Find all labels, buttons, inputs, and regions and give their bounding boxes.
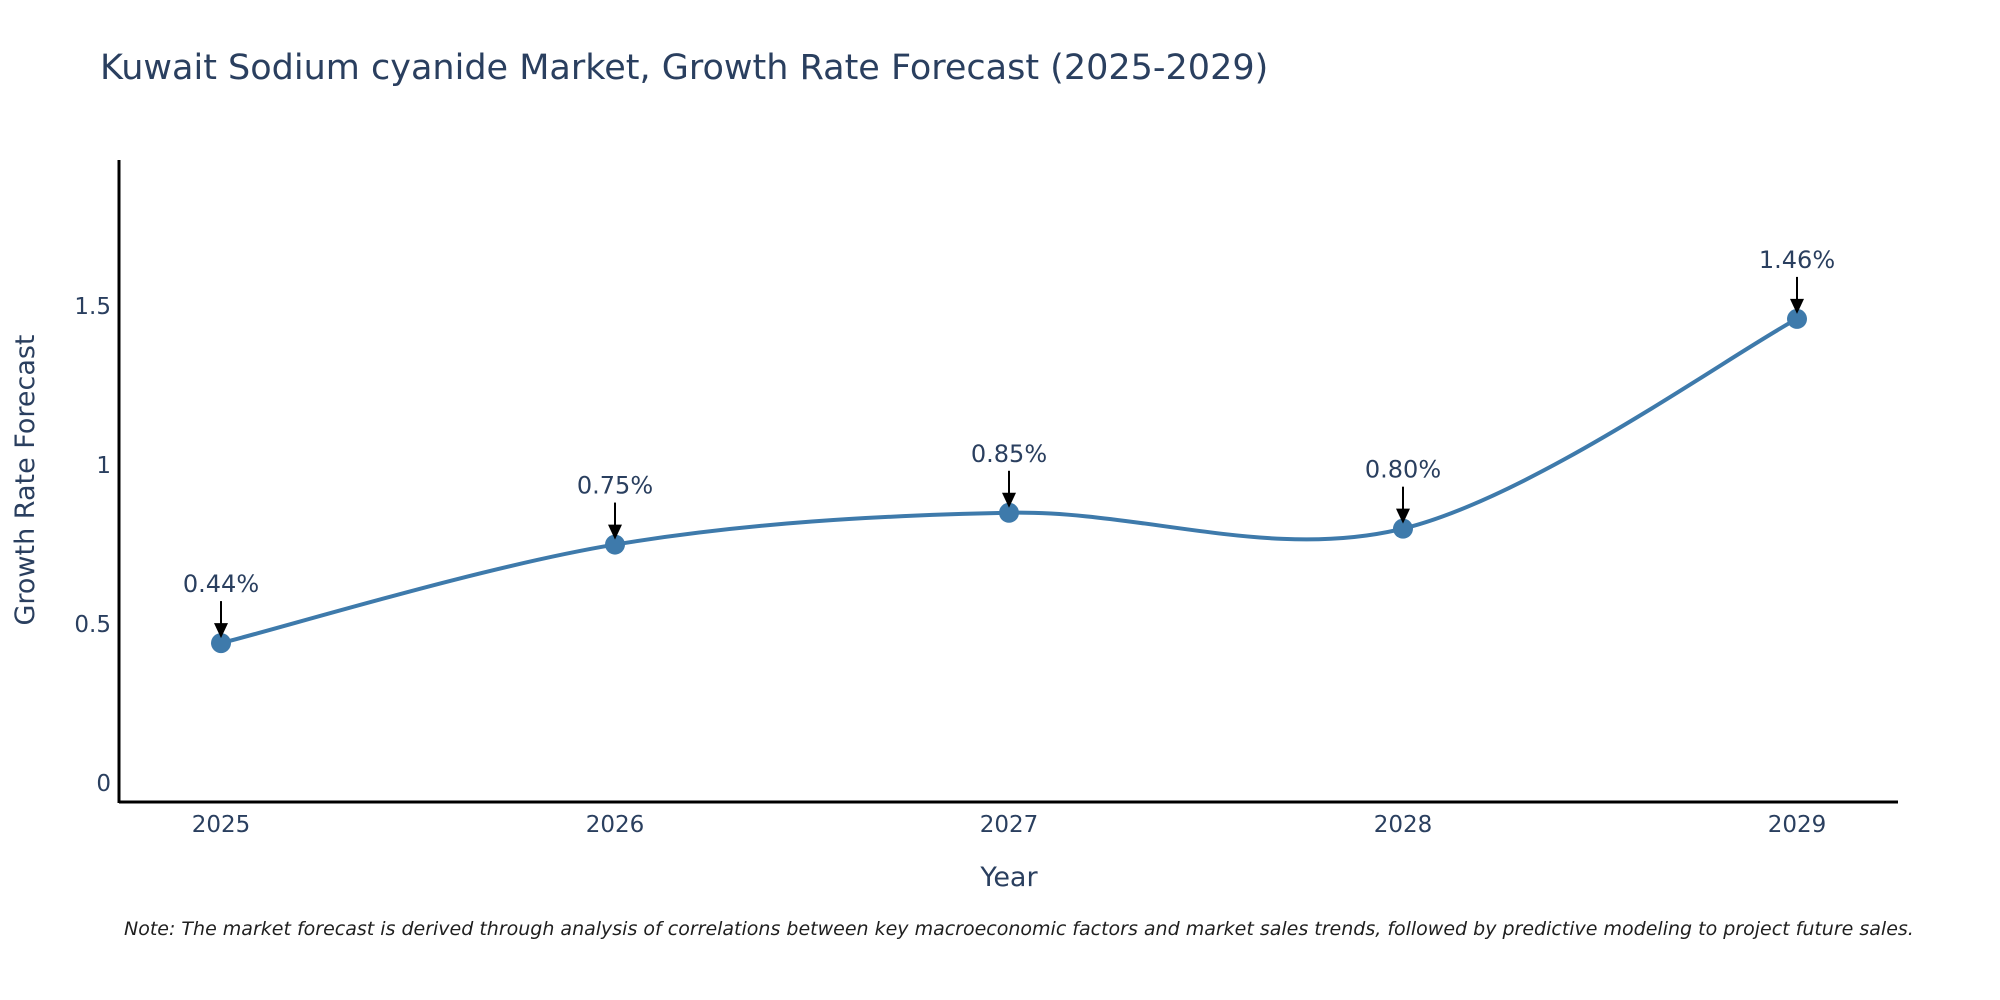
annotation-arrowhead (214, 623, 228, 639)
y-tick-label: 0.5 (74, 612, 111, 638)
data-label-2025: 0.44% (183, 570, 259, 598)
data-label-2027: 0.85% (971, 440, 1047, 468)
annotation-arrowhead (1396, 508, 1410, 524)
annotation-arrowhead (1790, 298, 1804, 314)
y-axis-title: Growth Rate Forecast (10, 334, 41, 625)
data-point-2026 (605, 534, 625, 555)
x-axis-title: Year (979, 862, 1038, 893)
y-tick-label: 0 (96, 771, 111, 797)
data-points (211, 308, 1807, 654)
data-point-2029 (1787, 308, 1807, 329)
x-axis-ticks: 2025 2026 2027 2028 2029 (192, 812, 1827, 838)
y-axis-ticks: 0 0.5 1 1.5 (74, 294, 111, 797)
forecast-note: Note: The market forecast is derived thr… (124, 918, 1914, 940)
data-point-2028 (1393, 518, 1413, 539)
x-tick-label: 2025 (192, 812, 251, 838)
annotation-arrowhead (608, 524, 622, 540)
y-tick-label: 1.5 (74, 294, 111, 320)
data-point-2025 (211, 633, 231, 654)
data-point-2027 (999, 502, 1019, 523)
y-tick-label: 1 (96, 453, 111, 479)
x-tick-label: 2027 (980, 812, 1039, 838)
x-tick-label: 2029 (1768, 812, 1827, 838)
data-label-annotations: 0.44% 0.75% 0.85% 0.80% 1.46% (183, 246, 1835, 639)
data-label-2029: 1.46% (1759, 246, 1835, 274)
data-label-2028: 0.80% (1365, 456, 1441, 484)
data-label-2026: 0.75% (577, 472, 653, 500)
annotation-arrowhead (1002, 492, 1016, 508)
x-tick-label: 2026 (586, 812, 645, 838)
x-tick-label: 2028 (1374, 812, 1433, 838)
chart-title: Kuwait Sodium cyanide Market, Growth Rat… (100, 48, 1268, 88)
